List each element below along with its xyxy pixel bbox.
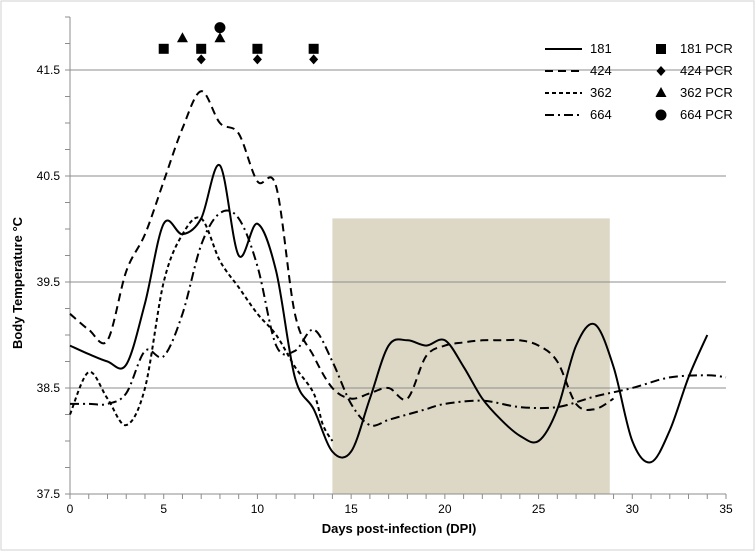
x-tick-label: 15 [344, 502, 358, 516]
legend-label-362: 362 [590, 85, 612, 100]
pcr-marker-181-pcr [252, 43, 263, 54]
y-tick-label: 37.5 [37, 487, 61, 501]
y-tick-label: 38.5 [37, 381, 61, 395]
legend-marker-181-pcr [656, 44, 666, 54]
y-tick-label: 39.5 [37, 275, 61, 289]
legend-label-664: 664 [590, 107, 612, 122]
legend-label-362-pcr: 362 PCR [680, 85, 733, 100]
series-line-362 [69, 216, 334, 442]
series-line-664 [70, 209, 727, 427]
x-tick-label: 10 [251, 502, 265, 516]
legend-label-181-pcr: 181 PCR [680, 41, 733, 56]
y-tick-label: 40.5 [37, 169, 61, 183]
legend-label-424-pcr: 424 PCR [680, 63, 733, 78]
x-tick-label: 20 [438, 502, 452, 516]
pcr-marker-362-pcr [176, 32, 188, 43]
x-tick-label: 35 [719, 502, 733, 516]
legend-label-181: 181 [590, 41, 612, 56]
pcr-marker-362-pcr [214, 32, 226, 43]
y-axis-title: Body Temperature °C [10, 216, 25, 349]
x-tick-label: 5 [160, 502, 167, 516]
legend-marker-424-pcr [656, 66, 666, 76]
legend-label-664-pcr: 664 PCR [680, 107, 733, 122]
series-line-181 [69, 164, 709, 464]
legend-marker-362-pcr [655, 87, 667, 97]
series-line-424 [69, 90, 615, 411]
pcr-marker-181-pcr [158, 43, 169, 54]
shaded-region [332, 218, 610, 494]
x-axis-title: Days post-infection (DPI) [322, 521, 477, 536]
x-tick-label: 0 [67, 502, 74, 516]
pcr-marker-424-pcr [196, 54, 206, 65]
pcr-marker-664-pcr [214, 22, 226, 34]
pcr-marker-424-pcr [252, 54, 262, 65]
pcr-marker-181-pcr [308, 43, 319, 54]
y-tick-label: 41.5 [37, 63, 61, 77]
legend-label-424: 424 [590, 63, 612, 78]
pcr-marker-424-pcr [309, 54, 319, 65]
x-tick-label: 30 [626, 502, 640, 516]
x-tick-label: 25 [532, 502, 546, 516]
legend-marker-664-pcr [655, 109, 667, 121]
pcr-marker-181-pcr [196, 43, 207, 54]
